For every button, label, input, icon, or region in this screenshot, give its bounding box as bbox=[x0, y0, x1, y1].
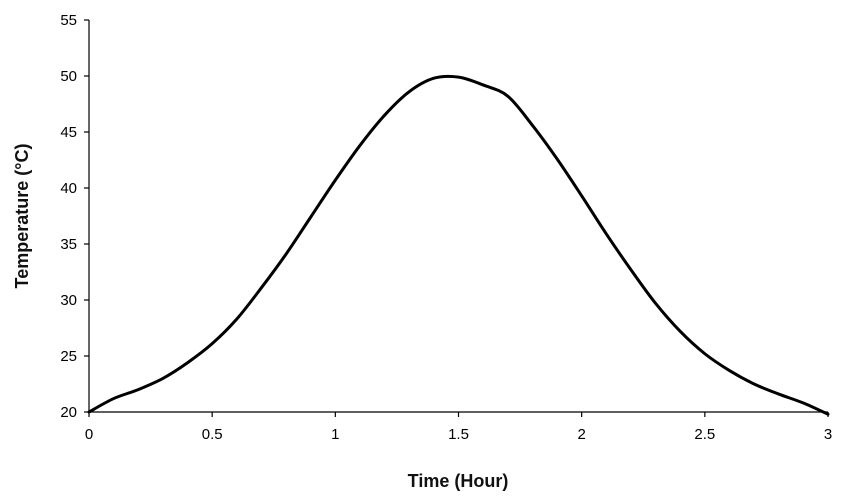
x-tick-label: 0.5 bbox=[202, 426, 223, 443]
y-axis-title: Temperature (°C) bbox=[12, 144, 32, 289]
x-tick-label: 2.5 bbox=[694, 426, 715, 443]
y-tick-label: 40 bbox=[60, 180, 77, 197]
x-tick-label: 3 bbox=[824, 426, 832, 443]
x-tick-label: 0 bbox=[85, 426, 93, 443]
y-axis: 20 25 30 35 40 45 50 55 bbox=[60, 12, 90, 421]
x-axis-title: Time (Hour) bbox=[408, 471, 509, 491]
x-tick-label: 1.5 bbox=[448, 426, 469, 443]
x-tick-label: 1 bbox=[331, 426, 339, 443]
y-tick-label: 35 bbox=[60, 236, 77, 253]
y-tick-label: 30 bbox=[60, 292, 77, 309]
x-ticks: 0 0.5 1 1.5 2 2.5 3 bbox=[85, 412, 832, 443]
x-tick-label: 2 bbox=[577, 426, 585, 443]
y-ticks: 20 25 30 35 40 45 50 55 bbox=[60, 12, 89, 421]
series-layer bbox=[87, 74, 830, 416]
y-tick-label: 50 bbox=[60, 68, 77, 85]
y-tick-label: 25 bbox=[60, 348, 77, 365]
temperature-series-line bbox=[87, 74, 830, 416]
x-axis: 0 0.5 1 1.5 2 2.5 3 bbox=[85, 411, 832, 443]
y-tick-label: 55 bbox=[60, 12, 77, 29]
y-tick-label: 45 bbox=[60, 124, 77, 141]
y-tick-label: 20 bbox=[60, 404, 77, 421]
